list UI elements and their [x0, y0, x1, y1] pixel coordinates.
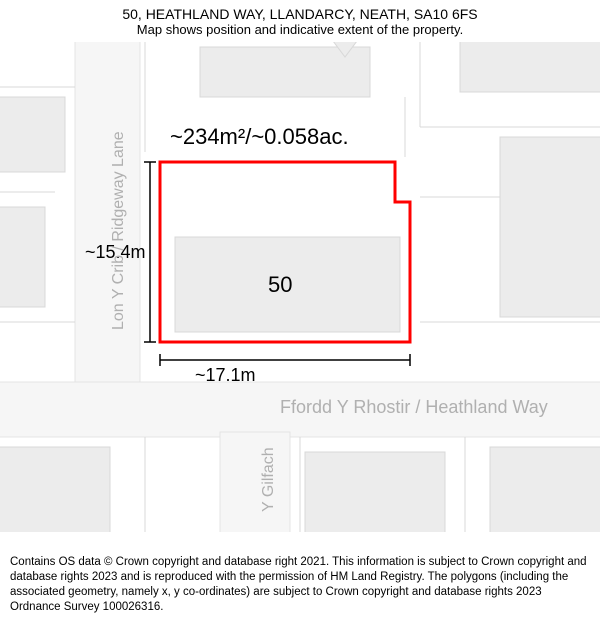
- surrounding-building: [0, 97, 65, 172]
- height-dimension: [144, 162, 156, 342]
- surrounding-building: [0, 447, 110, 532]
- road-label-main: Ffordd Y Rhostir / Heathland Way: [280, 397, 548, 418]
- map-svg: [0, 42, 600, 532]
- plot-number: 50: [268, 272, 292, 298]
- width-measurement: ~17.1m: [195, 365, 256, 386]
- road-shape: [220, 432, 290, 532]
- surrounding-building: [500, 137, 600, 317]
- map-container: ~234m²/~0.058ac. ~15.4m ~17.1m 50 Ffordd…: [0, 42, 600, 532]
- page-subtitle: Map shows position and indicative extent…: [10, 22, 590, 37]
- area-measurement: ~234m²/~0.058ac.: [170, 124, 349, 150]
- surrounding-building: [0, 207, 45, 307]
- header: 50, HEATHLAND WAY, LLANDARCY, NEATH, SA1…: [0, 0, 600, 39]
- surrounding-building: [490, 447, 600, 532]
- surrounding-building: [305, 452, 445, 532]
- road-shape: [75, 42, 140, 392]
- road-label-side2: Y Gilfach: [260, 447, 278, 512]
- page-title: 50, HEATHLAND WAY, LLANDARCY, NEATH, SA1…: [10, 6, 590, 22]
- copyright-footer: Contains OS data © Crown copyright and d…: [0, 549, 600, 625]
- road-label-side1: Lon Y Crib / Ridgeway Lane: [110, 131, 128, 330]
- surrounding-building: [460, 42, 600, 92]
